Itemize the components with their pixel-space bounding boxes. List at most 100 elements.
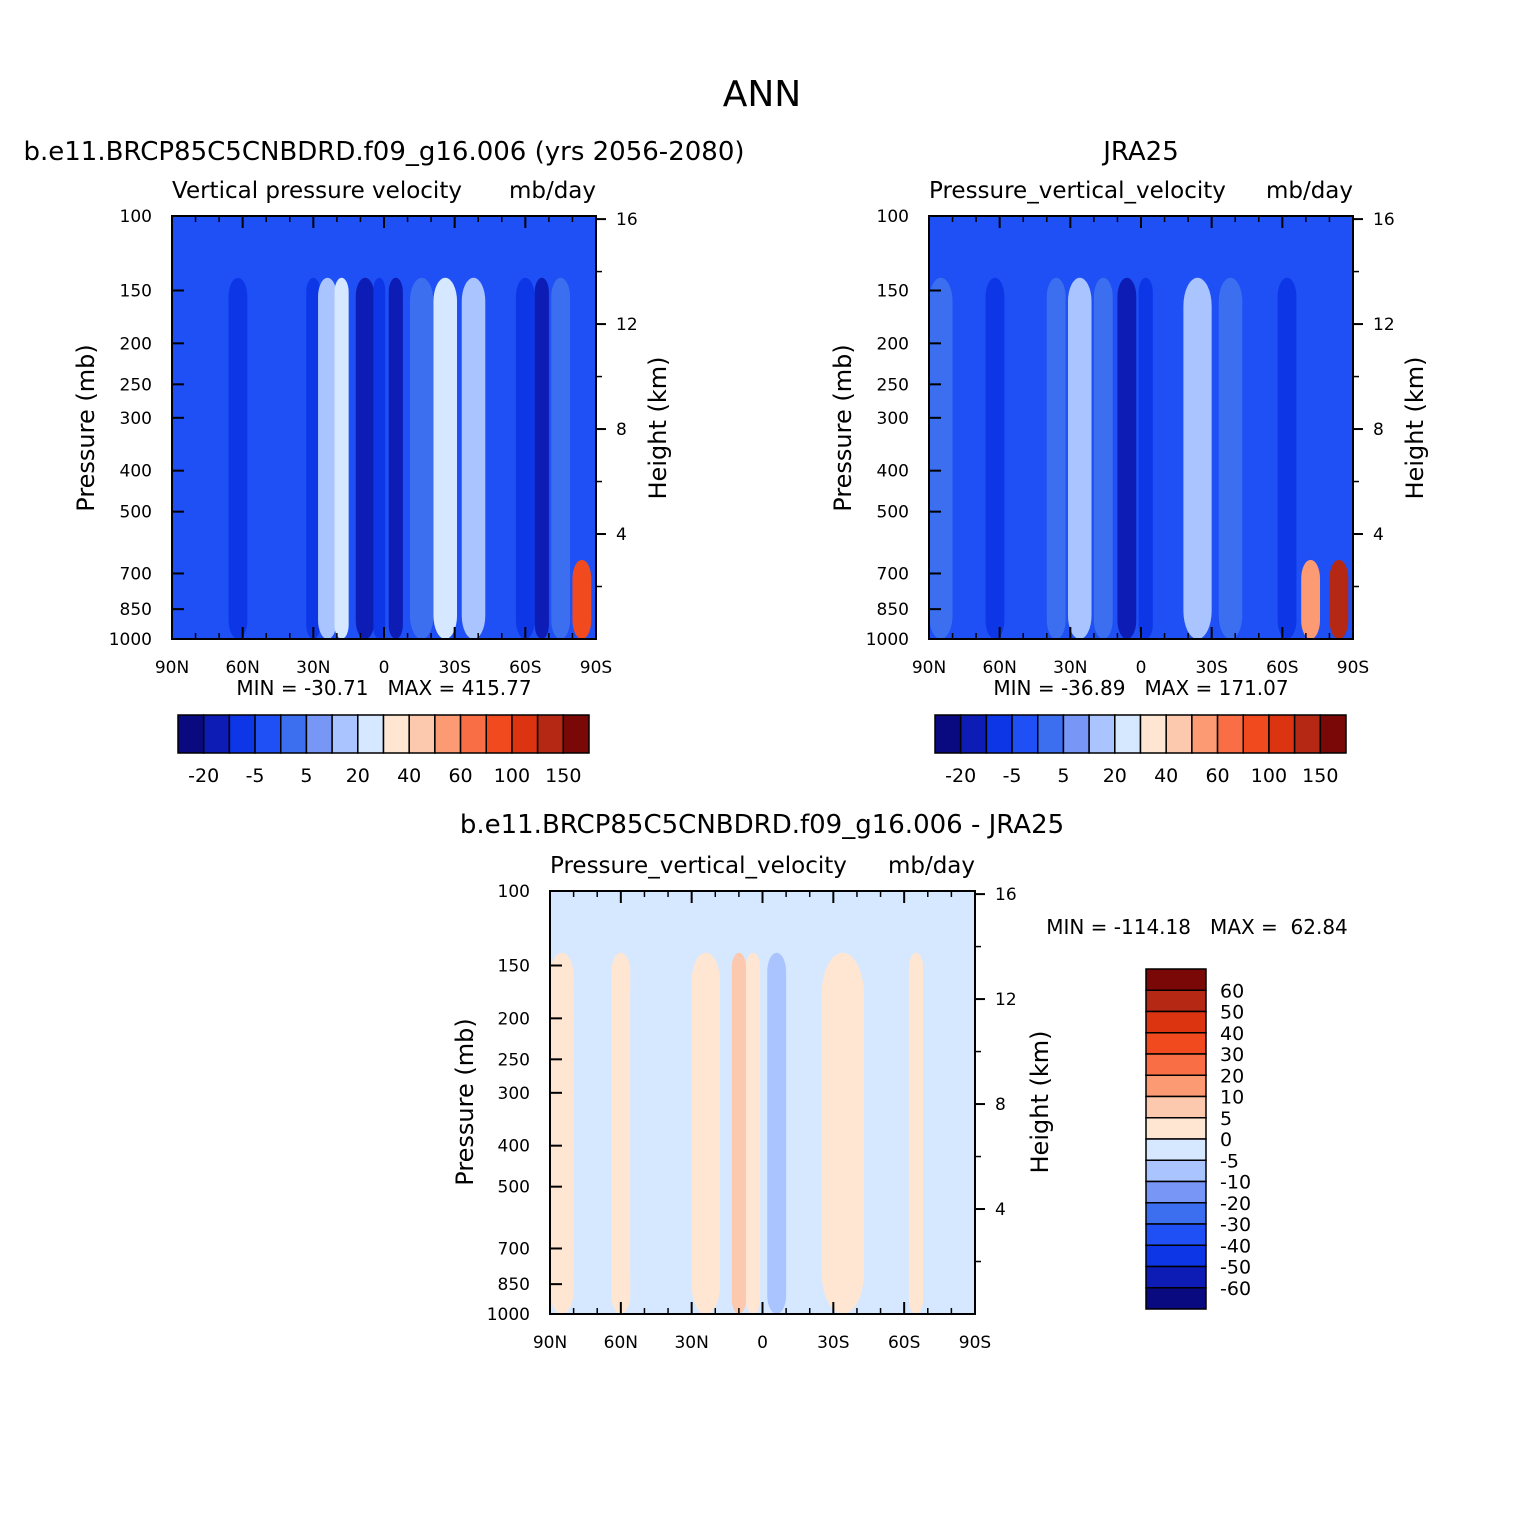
colorbar-label: -10: [1220, 1172, 1251, 1194]
field-band-15: [1329, 559, 1349, 639]
x-tick-label: 90S: [959, 1333, 991, 1353]
colorbar-cell: [1145, 1159, 1207, 1183]
field-band-10: [1183, 277, 1212, 639]
colorbar-cell: [511, 714, 539, 754]
y2-tick-label: 8: [995, 1095, 1006, 1115]
x-tick-label: 90S: [1337, 658, 1369, 678]
y-tick-label: 250: [877, 375, 909, 395]
colorbar-label: -60: [1220, 1278, 1251, 1300]
y-tick-label: 200: [877, 334, 909, 354]
colorbar-label: 20: [1103, 765, 1127, 787]
panel-diff-minmax: MIN = -114.18 MAX = 62.84: [1046, 915, 1348, 939]
panel-model-plot: 90N 60N 30N 0 30S 60S 90S 100 150 200 250 300 400 500…: [109, 207, 638, 678]
field-band-12: [433, 277, 458, 639]
colorbar-cell: [985, 714, 1013, 754]
colorbar-cell: [1145, 989, 1207, 1013]
y-tick-label: 400: [877, 462, 909, 482]
colorbar-cell: [280, 714, 308, 754]
y-tick-label: 500: [120, 503, 152, 523]
panel-diff-title: b.e11.BRCP85C5CNBDRD.f09_g16.006 - JRA25: [460, 810, 1064, 840]
y-tick-label: 250: [498, 1050, 530, 1070]
y-tick-label: 1000: [487, 1305, 530, 1325]
y-tick-label: 300: [877, 409, 909, 429]
colorbar-label: 40: [1220, 1023, 1244, 1045]
colorbar-label: 60: [1220, 980, 1244, 1002]
x-tick-label: 0: [757, 1333, 768, 1353]
colorbar-cell: [1145, 1287, 1207, 1310]
y-tick-label: 850: [877, 600, 909, 620]
colorbar-cell: [1145, 1138, 1207, 1161]
field-band-9: [373, 277, 386, 639]
colorbar-cell: [536, 714, 565, 754]
colorbar-label: 40: [1154, 765, 1178, 787]
field-band-12: [1249, 277, 1269, 639]
colorbar-cell: [382, 714, 410, 754]
x-tick-label: 90N: [912, 658, 946, 678]
colorbar-label: 50: [1220, 1002, 1244, 1024]
panel-model-minmax: MIN = -30.71 MAX = 415.77: [236, 676, 531, 700]
colorbar-cell: [1037, 714, 1065, 754]
colorbar-cell: [1145, 1180, 1207, 1204]
colorbar-label: -5: [1003, 765, 1022, 787]
field-band-0: [929, 277, 953, 639]
colorbar-cell: [1319, 714, 1347, 754]
colorbar-cell: [1145, 1117, 1207, 1140]
field-band-14: [1301, 559, 1321, 639]
colorbar-cell: [1165, 714, 1193, 754]
colorbar-cell: [434, 714, 462, 754]
field-band-8: [1138, 277, 1153, 639]
field-band-4: [285, 277, 304, 639]
field-band-7: [334, 277, 349, 639]
field-band-5: [1067, 277, 1092, 639]
colorbar-cell: [1216, 714, 1244, 754]
colorbar-cell: [408, 714, 436, 754]
field-band-11: [871, 952, 900, 1314]
y-tick-label: 850: [498, 1275, 530, 1295]
colorbar-cell: [228, 714, 256, 754]
y-tick-label: 200: [498, 1009, 530, 1029]
colorbar-cell: [1242, 714, 1270, 754]
colorbar-cell: [1011, 714, 1039, 754]
colorbar-cell: [331, 714, 359, 754]
colorbar-cell: [1088, 714, 1116, 754]
panel-diff-subtitle-right: mb/day: [888, 853, 975, 879]
field-band-10: [821, 952, 865, 1314]
y2-tick-label: 8: [1373, 420, 1384, 440]
colorbar-cell: [562, 714, 590, 754]
colorbar-cell: [459, 714, 487, 754]
field-band-14: [951, 952, 971, 1314]
colorbar-cell: [1145, 1095, 1207, 1119]
x-tick-label: 30N: [1053, 658, 1087, 678]
field-band-1: [952, 277, 977, 639]
colorbar-label: -20: [1220, 1193, 1251, 1215]
colorbar-cell: [959, 714, 988, 754]
panel-model-colorbar: -20 -5 5 20 40 60 100 150: [177, 714, 590, 787]
field-band-10: [388, 277, 403, 639]
y-tick-label: 850: [120, 600, 152, 620]
colorbar-label: -20: [188, 765, 219, 787]
y-tick-label: 250: [120, 375, 152, 395]
field-band-11: [1218, 277, 1243, 639]
colorbar-cell: [485, 714, 513, 754]
colorbar-cell: [1145, 1010, 1207, 1034]
panel-diff-ylabel: Pressure (mb): [451, 1018, 479, 1185]
field-band-1: [195, 277, 220, 639]
colorbar-label: -40: [1220, 1235, 1251, 1257]
y-tick-label: 150: [120, 281, 152, 301]
field-band-1: [573, 952, 612, 1314]
y-tick-label: 700: [877, 564, 909, 584]
colorbar-label: 5: [300, 765, 312, 787]
field-band-6: [1093, 277, 1113, 639]
colorbar-label: 100: [1251, 765, 1287, 787]
colorbar-label: 150: [545, 765, 581, 787]
field-band-11: [409, 277, 434, 639]
y-tick-label: 150: [498, 956, 530, 976]
colorbar-cell: [1145, 1074, 1207, 1098]
field-band-5: [691, 952, 720, 1314]
colorbar-label: -5: [1220, 1150, 1239, 1172]
colorbar-label: 100: [494, 765, 530, 787]
y-tick-label: 150: [877, 281, 909, 301]
field-band-12: [908, 952, 924, 1314]
colorbar-cell: [1145, 1244, 1207, 1268]
